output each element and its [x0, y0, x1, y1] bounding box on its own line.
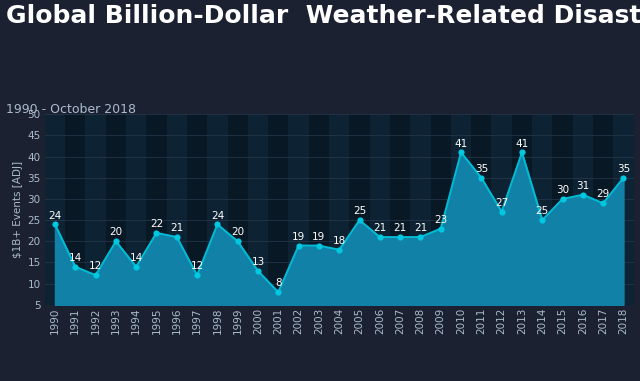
Text: 35: 35	[475, 164, 488, 174]
Bar	[207, 114, 228, 305]
Point	[456, 149, 466, 155]
Text: 12: 12	[191, 261, 204, 271]
Bar	[147, 114, 166, 305]
Text: 24: 24	[49, 211, 61, 221]
Bar	[471, 114, 492, 305]
Text: 21: 21	[394, 223, 407, 233]
Text: 8: 8	[275, 278, 282, 288]
Point	[334, 247, 344, 253]
Bar	[329, 114, 349, 305]
Point	[70, 264, 81, 270]
Text: 23: 23	[434, 215, 447, 225]
Text: 14: 14	[68, 253, 82, 263]
Text: 35: 35	[617, 164, 630, 174]
Text: 27: 27	[495, 198, 508, 208]
Bar	[289, 114, 308, 305]
Point	[374, 234, 385, 240]
Bar	[228, 114, 248, 305]
Bar	[65, 114, 85, 305]
Bar	[187, 114, 207, 305]
Bar	[431, 114, 451, 305]
Bar	[268, 114, 289, 305]
Point	[355, 217, 365, 223]
Bar	[106, 114, 126, 305]
Bar	[308, 114, 329, 305]
Bar	[45, 114, 65, 305]
Text: 19: 19	[292, 232, 305, 242]
Point	[598, 200, 608, 206]
Bar	[370, 114, 390, 305]
Text: 21: 21	[170, 223, 184, 233]
Point	[557, 196, 568, 202]
Text: 30: 30	[556, 185, 569, 195]
Text: 31: 31	[576, 181, 589, 191]
Text: 21: 21	[414, 223, 427, 233]
Text: 24: 24	[211, 211, 224, 221]
Point	[111, 238, 121, 244]
Text: 14: 14	[129, 253, 143, 263]
Point	[90, 272, 100, 278]
Bar	[410, 114, 431, 305]
Text: 22: 22	[150, 219, 163, 229]
Text: 1990 - October 2018: 1990 - October 2018	[6, 103, 136, 116]
Point	[578, 192, 588, 198]
Point	[273, 289, 284, 295]
Text: 20: 20	[109, 227, 122, 237]
Point	[192, 272, 202, 278]
Point	[517, 149, 527, 155]
Bar	[349, 114, 370, 305]
Text: 41: 41	[515, 139, 529, 149]
Point	[415, 234, 426, 240]
Bar	[492, 114, 512, 305]
Point	[314, 242, 324, 248]
Point	[50, 221, 60, 227]
Point	[618, 175, 628, 181]
Bar	[552, 114, 573, 305]
Bar	[248, 114, 268, 305]
Point	[395, 234, 405, 240]
Text: 13: 13	[252, 257, 264, 267]
Text: Global Billion-Dollar  Weather-Related Disasters: Global Billion-Dollar Weather-Related Di…	[6, 4, 640, 28]
Point	[212, 221, 223, 227]
Bar	[166, 114, 187, 305]
Y-axis label: $1B+ Events [ADJ]: $1B+ Events [ADJ]	[13, 161, 23, 258]
Text: 25: 25	[536, 207, 549, 216]
Point	[172, 234, 182, 240]
Text: 21: 21	[373, 223, 387, 233]
Point	[497, 209, 507, 215]
Point	[537, 217, 547, 223]
Text: 20: 20	[231, 227, 244, 237]
Point	[294, 242, 304, 248]
Point	[253, 268, 263, 274]
Text: 19: 19	[312, 232, 326, 242]
Bar	[593, 114, 613, 305]
Point	[476, 175, 486, 181]
Point	[131, 264, 141, 270]
Text: 18: 18	[333, 236, 346, 246]
Point	[151, 230, 161, 236]
Point	[436, 226, 446, 232]
Text: 29: 29	[596, 189, 610, 199]
Text: 12: 12	[89, 261, 102, 271]
Point	[232, 238, 243, 244]
Text: 25: 25	[353, 207, 366, 216]
Bar	[573, 114, 593, 305]
Bar	[532, 114, 552, 305]
Bar	[451, 114, 471, 305]
Text: 41: 41	[454, 139, 468, 149]
Bar	[85, 114, 106, 305]
Bar	[613, 114, 634, 305]
Bar	[390, 114, 410, 305]
Bar	[512, 114, 532, 305]
Bar	[126, 114, 147, 305]
